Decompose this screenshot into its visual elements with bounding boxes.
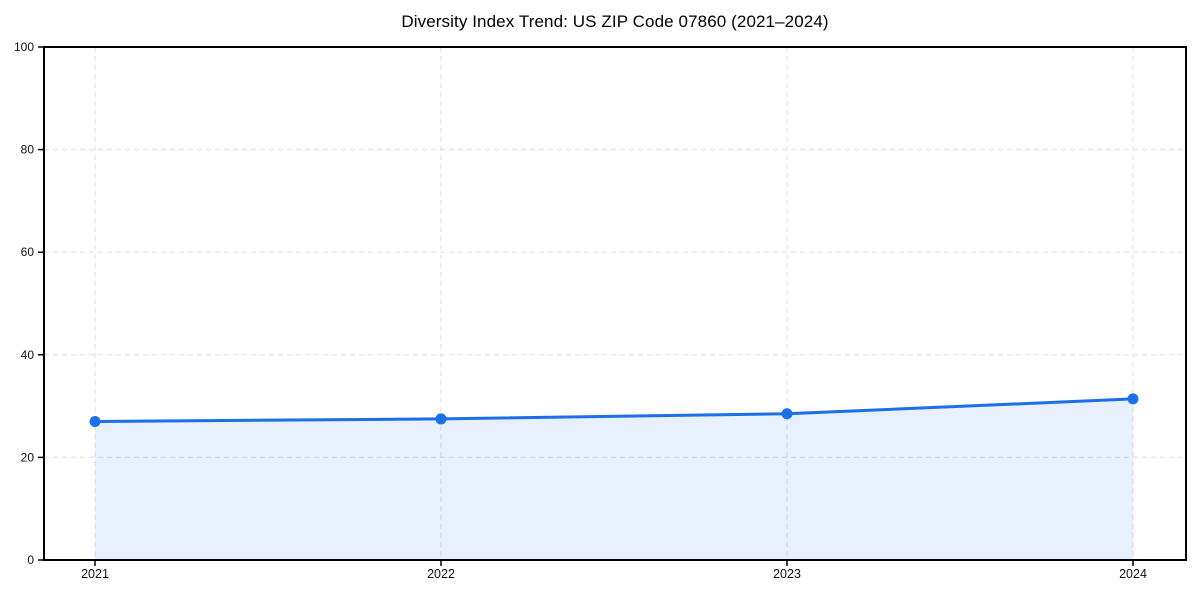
- trend-polyline: [93, 397, 1135, 423]
- axis-spines: [43, 46, 1187, 561]
- y-axis-tick-label-40: 40: [21, 348, 35, 362]
- y-axis-tick-label-20: 20: [21, 450, 35, 464]
- data-point-marker-2021: [89, 415, 101, 427]
- x-axis-tick-label-2023: 2023: [773, 567, 801, 581]
- axis-ticks: [38, 46, 1134, 566]
- plot-border: [43, 46, 1187, 561]
- y-axis-tick-label-100: 100: [14, 40, 34, 54]
- data-point-marker-2023: [781, 408, 793, 420]
- y-axis-tick-label-0: 0: [27, 553, 34, 567]
- area-fill: [95, 398, 1133, 560]
- y-axis-tick-label-60: 60: [21, 245, 35, 259]
- y-axis-tick-label-80: 80: [21, 143, 35, 157]
- data-point-marker-2022: [435, 413, 447, 425]
- x-axis-tick-label-2021: 2021: [81, 567, 109, 581]
- data-point-marker-2024: [1127, 393, 1139, 405]
- chart-title: Diversity Index Trend: US ZIP Code 07860…: [401, 12, 829, 31]
- x-axis-tick-label-2024: 2024: [1119, 567, 1147, 581]
- x-axis-tick-label-2022: 2022: [427, 567, 455, 581]
- data-point-markers: [89, 393, 1139, 427]
- area-fill-polygon: [95, 398, 1133, 560]
- trend-line: [93, 397, 1135, 423]
- axis-tick-labels: 0 20 40 60 80 100 2021 2022 2023 2024: [14, 40, 1147, 581]
